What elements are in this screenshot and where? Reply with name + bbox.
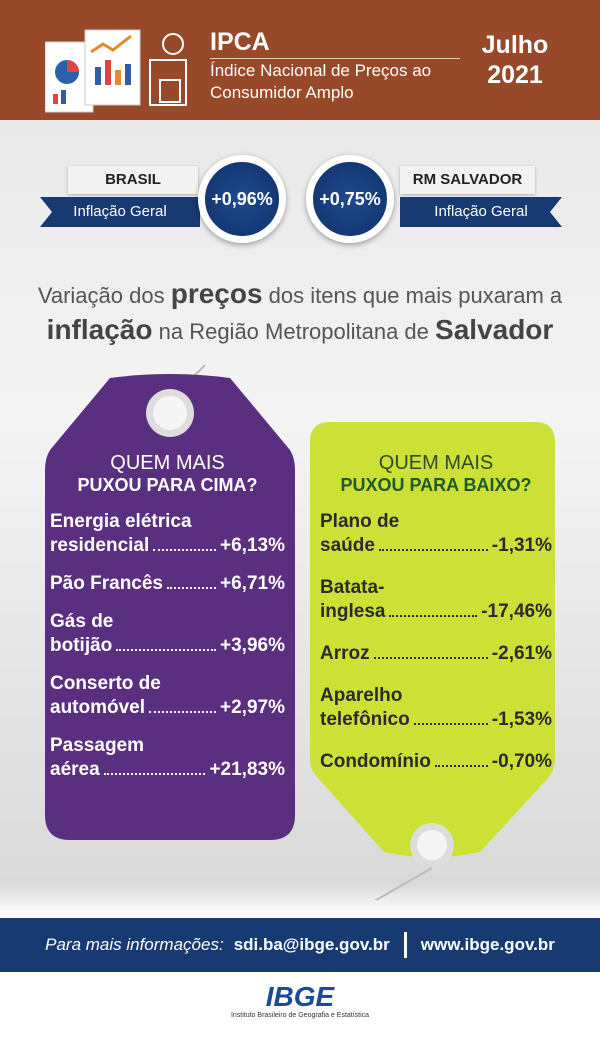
list-item: Conserto de automóvel +2,97% (50, 672, 285, 720)
logo: IBGE Instituto Brasileiro de Geografia e… (0, 981, 600, 1020)
item-value: -0,70% (491, 751, 552, 772)
list-item: Pão Francês +6,71% (50, 572, 285, 596)
item-label: Batata- (320, 577, 385, 598)
item-row: botijão +3,96% (50, 634, 285, 658)
headline-segment: dos itens que mais puxaram a (268, 283, 563, 308)
item-label: Energia elétrica (50, 511, 192, 532)
title: IPCA (210, 28, 270, 56)
leader (103, 773, 206, 775)
item-label: saúde (320, 535, 375, 556)
badge-value: +0,75% (306, 155, 394, 243)
badge-label: BRASIL (68, 166, 198, 194)
heading: QUEM MAIS (378, 452, 494, 474)
item-row: saúde -1,31% (320, 534, 552, 558)
subheading: PUXOU PARA CIMA? (77, 475, 258, 495)
item-row: Pão Francês +6,71% (50, 572, 285, 596)
leader (413, 723, 488, 725)
badge-label: RM SALVADOR (400, 166, 535, 194)
item-value: +6,71% (220, 573, 285, 594)
month: Julho (481, 31, 549, 59)
divider (210, 58, 460, 59)
list-item: Aparelho telefônico -1,53% (320, 684, 552, 732)
item-label: Aparelho (320, 685, 403, 706)
separator (403, 932, 407, 958)
item-label: telefônico (320, 709, 410, 730)
item-row: aérea +21,83% (50, 758, 285, 782)
leader (378, 549, 488, 551)
subtitle: Índice Nacional de Preços ao Consumidor … (210, 61, 432, 102)
item-value: -1,53% (491, 709, 552, 730)
item-label: botijão (50, 635, 113, 656)
item-row: Condomínio -0,70% (320, 750, 552, 774)
badge-sublabel: Inflação Geral (400, 197, 562, 227)
headline-segment: preços (170, 278, 263, 309)
headline-line: inflação na Região Metropolitana de Salv… (0, 314, 600, 346)
item-label: residencial (50, 535, 150, 556)
leader (167, 587, 217, 589)
heading: QUEM MAIS (110, 452, 225, 474)
leader (389, 615, 478, 617)
item-label: Pão Francês (50, 573, 163, 594)
item-value: +2,97% (220, 697, 285, 718)
subheading: PUXOU PARA BAIXO? (340, 475, 532, 495)
email[interactable]: sdi.ba@ibge.gov.br (233, 935, 390, 954)
item-value: -1,31% (491, 535, 552, 556)
item-label: Conserto de (50, 673, 161, 694)
year: 2021 (487, 61, 543, 89)
leader (149, 711, 217, 713)
item-label: Condomínio (320, 751, 431, 772)
item-label: Arroz (320, 643, 370, 664)
headline-line: Variação dos preços dos itens que mais p… (0, 278, 600, 310)
list-item: Batata-inglesa -17,46% (320, 576, 552, 624)
item-row: automóvel +2,97% (50, 696, 285, 720)
footer: Para mais informações: sdi.ba@ibge.gov.b… (0, 918, 600, 972)
header: IPCA Índice Nacional de Preços ao Consum… (0, 0, 600, 120)
list-item: Arroz -2,61% (320, 642, 552, 666)
item-value: -2,61% (491, 643, 552, 664)
item-row: inglesa -17,46% (320, 600, 552, 624)
down-list: QUEM MAIS PUXOU PARA BAIXO? Plano de saúd… (320, 452, 552, 792)
list-item: Energia elétrica residencial +6,13% (50, 510, 285, 558)
headline-segment: Salvador (435, 314, 554, 345)
item-label: aérea (50, 759, 100, 780)
badge-sublabel: Inflação Geral (40, 197, 200, 227)
item-value: +6,13% (220, 535, 285, 556)
period: Julho 2021 (470, 30, 560, 90)
list-item: Plano de saúde -1,31% (320, 510, 552, 558)
item-label: inglesa (320, 601, 386, 622)
item-row: Arroz -2,61% (320, 642, 552, 666)
list-item: Gás de botijão +3,96% (50, 610, 285, 658)
website[interactable]: www.ibge.gov.br (420, 935, 555, 954)
leader (116, 649, 217, 651)
leader (434, 765, 488, 767)
headline-segment: inflação (46, 314, 153, 345)
leader (373, 657, 488, 659)
item-row: telefônico -1,53% (320, 708, 552, 732)
header-icons (45, 29, 187, 113)
tag-shapes (45, 364, 555, 900)
logo-name: IBGE (265, 981, 335, 1012)
item-label: Plano de (320, 511, 400, 532)
headline-segment: Variação dos (37, 283, 165, 308)
list-item: Condomínio -0,70% (320, 750, 552, 774)
item-value: -17,46% (481, 601, 552, 622)
leader (153, 549, 217, 551)
headline-segment: na Região Metropolitana de (158, 319, 429, 344)
item-label: Gás de (50, 611, 114, 632)
item-value: +21,83% (209, 759, 285, 780)
footer-prompt: Para mais informações: (45, 935, 224, 954)
item-row: residencial +6,13% (50, 534, 285, 558)
item-label: automóvel (50, 697, 146, 718)
up-list: QUEM MAIS PUXOU PARA CIMA? Energia elétr… (50, 452, 285, 796)
item-label: Passagem (50, 735, 145, 756)
item-value: +3,96% (220, 635, 285, 656)
logo-full-name: Instituto Brasileiro de Geografia e Esta… (230, 1012, 370, 1019)
badge-value: +0,96% (198, 155, 286, 243)
list-item: Passagem aérea +21,83% (50, 734, 285, 782)
